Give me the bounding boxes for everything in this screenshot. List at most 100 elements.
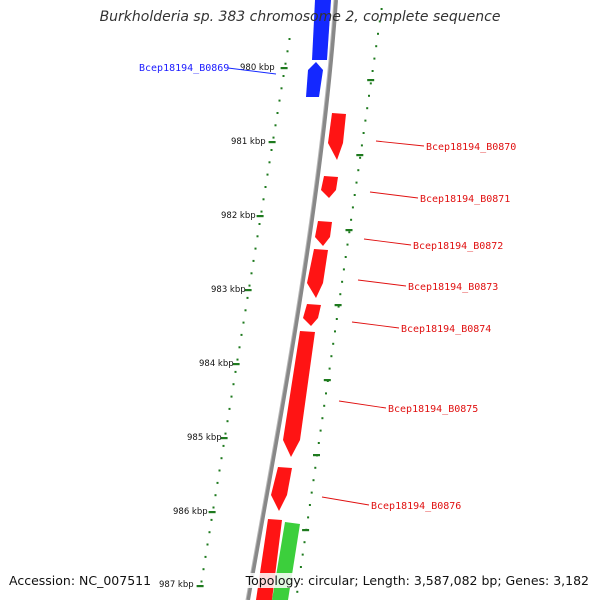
gene-arrow-b0876[interactable]: [271, 467, 292, 511]
gene-arrow-b0875[interactable]: [283, 331, 315, 457]
ruler-dot: [240, 333, 243, 336]
outer-ruler-dot: [355, 181, 358, 184]
ruler-dot: [212, 506, 215, 509]
gene-labels: Bcep18194_B0869 Bcep18194_B0870 Bcep1819…: [139, 63, 516, 512]
outer-ruler-dot: [373, 57, 376, 60]
ruler-tick-marks: [196, 67, 375, 588]
ruler-major-tick: [196, 585, 204, 588]
outer-major-tick: [367, 79, 375, 82]
ruler-dot: [252, 259, 255, 262]
ruler-dot: [272, 136, 275, 139]
ruler-dot: [234, 370, 237, 373]
outer-ruler-dot: [317, 442, 320, 444]
gene-arrow-b0870[interactable]: [328, 113, 346, 160]
ruler-dot: [218, 469, 221, 472]
leader-b0876: [321, 496, 370, 506]
ruler-label-983: 983 kbp: [211, 285, 246, 295]
outer-ruler-dot: [375, 45, 378, 48]
gene-arrow-b0871[interactable]: [321, 176, 338, 198]
outer-ruler-dot: [344, 256, 347, 258]
ruler-dot: [204, 555, 207, 558]
gene-label-b0870[interactable]: Bcep18194_B0870: [426, 142, 516, 153]
genome-backbone-highlight: [245, 0, 335, 600]
ruler-dot: [250, 272, 253, 275]
gene-label-b0872[interactable]: Bcep18194_B0872: [413, 241, 503, 252]
gene-arrow-b0869-b[interactable]: [306, 62, 323, 97]
outer-ruler-dot: [342, 268, 345, 271]
leader-b0875: [338, 400, 387, 409]
ruler-major-tick: [220, 437, 228, 440]
leader-b0869: [227, 67, 277, 75]
outer-ruler-dot: [368, 94, 370, 97]
ruler-dot: [266, 173, 269, 176]
outer-major-tick: [302, 529, 310, 532]
gene-label-b0875[interactable]: Bcep18194_B0875: [388, 404, 478, 415]
outer-ruler-dot: [308, 504, 311, 506]
ruler-dot: [274, 124, 277, 127]
outer-ruler-dot: [299, 566, 302, 568]
ruler-labels: 980 kbp 981 kbp 982 kbp 983 kbp 984 kbp …: [159, 63, 275, 590]
ruler-dot: [246, 296, 249, 299]
ruler-dot: [256, 235, 259, 238]
ruler-dot: [232, 383, 235, 386]
outer-ruler-dot: [328, 367, 331, 370]
ruler-label-980: 980 kbp: [240, 63, 275, 73]
ruler-dot: [268, 161, 271, 164]
gene-arrow-b0869-a[interactable]: [312, 0, 331, 60]
ruler-dot: [270, 149, 273, 151]
outer-ruler-dot: [362, 132, 365, 134]
outer-ruler-dot: [332, 342, 335, 345]
outer-ruler-dot: [348, 231, 351, 234]
gene-label-b0869[interactable]: Bcep18194_B0869: [139, 63, 229, 74]
gene-label-b0876[interactable]: Bcep18194_B0876: [371, 501, 461, 512]
outer-ruler-dot: [371, 70, 374, 72]
outer-ruler-dot: [334, 330, 336, 333]
ruler-dot: [228, 407, 231, 410]
ruler-dot: [284, 62, 287, 65]
outer-major-tick: [345, 229, 353, 232]
ruler-dot: [276, 112, 279, 114]
outer-ruler-dot: [357, 169, 360, 172]
ruler-dot: [244, 309, 247, 312]
outer-ruler-dot: [335, 318, 338, 320]
forward-strand-genes: [256, 113, 346, 600]
outer-ruler-dot: [307, 516, 310, 519]
ruler-dot: [226, 420, 229, 423]
ruler-dot: [264, 186, 267, 188]
leader-b0874: [351, 321, 400, 329]
leader-b0871: [369, 191, 419, 199]
outer-ruler-dot: [369, 82, 372, 85]
outer-ruler-dot: [323, 404, 326, 407]
ruler-dot: [236, 358, 239, 361]
gene-label-b0874[interactable]: Bcep18194_B0874: [401, 324, 491, 335]
ruler-dot: [260, 210, 263, 213]
outer-ruler-dot: [301, 553, 304, 556]
ruler-dot: [222, 444, 225, 447]
gene-label-b0873[interactable]: Bcep18194_B0873: [408, 282, 498, 293]
gene-label-b0871[interactable]: Bcep18194_B0871: [420, 194, 510, 205]
ruler-dot: [280, 87, 283, 90]
outer-ruler-dot: [377, 32, 379, 35]
ruler-dot: [278, 99, 281, 102]
genome-backbone: [246, 0, 338, 600]
ruler-major-tick: [280, 67, 288, 70]
ruler-dot: [248, 284, 251, 287]
ruler-label-986: 986 kbp: [173, 507, 208, 517]
outer-ruler-dot: [314, 466, 317, 469]
ruler-dot: [286, 50, 289, 53]
ruler-dot: [258, 223, 261, 225]
ruler-dot: [208, 531, 211, 534]
outer-ruler-dot: [341, 280, 344, 283]
outer-ruler-dot: [350, 218, 353, 221]
outer-ruler-dot: [353, 194, 356, 196]
ruler-major-tick: [256, 215, 264, 218]
ruler-dot: [206, 543, 209, 546]
gene-arrow-b0872[interactable]: [315, 221, 332, 246]
outer-ruler-dot: [321, 417, 324, 420]
gene-arrow-b0874[interactable]: [303, 304, 321, 326]
outer-ruler-dot: [380, 8, 383, 10]
ruler-dot: [238, 346, 241, 349]
gene-arrow-b0873[interactable]: [307, 249, 328, 298]
ruler-dot: [220, 457, 223, 460]
